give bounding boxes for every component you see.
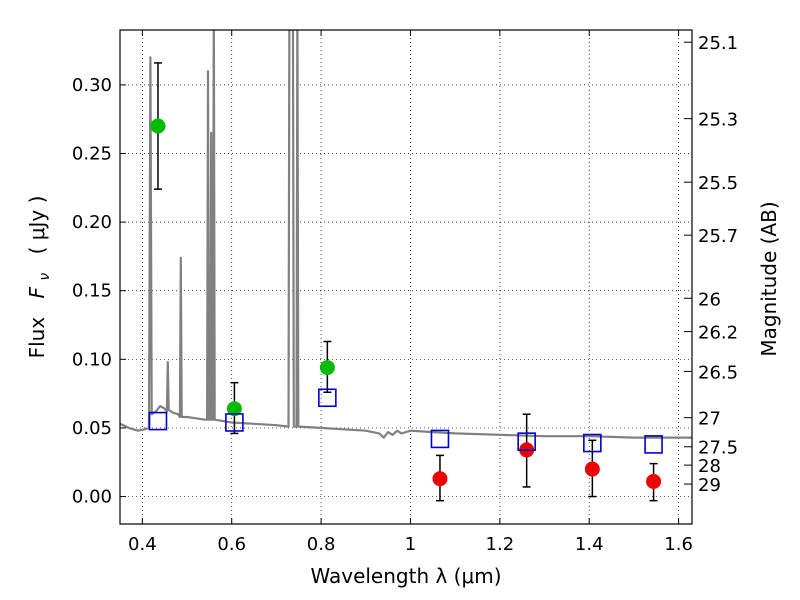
y-axis-title-symbol: F <box>25 286 49 298</box>
y2-tick-label: 28 <box>698 456 721 477</box>
y-tick-label: 0.15 <box>72 281 112 302</box>
tick-layer: 0.4 0.6 0.8 1 1.2 1.4 1.6 0.00 0.05 0.10 0.15 0.20 0… <box>72 30 738 555</box>
x-tick-label: 0.6 <box>217 534 246 555</box>
model-photometry-marker <box>583 433 602 453</box>
model-photometry-marker <box>430 429 450 449</box>
observed-flux-marker <box>150 118 166 134</box>
y-tick-label: 0.00 <box>72 487 112 508</box>
x-tick-label: 1.6 <box>664 534 693 555</box>
x-tick-label: 0.8 <box>307 534 336 555</box>
y-axis-title-unit: ( μJy ) <box>25 196 49 255</box>
x-axis-title: Wavelength λ (μm) <box>310 564 501 588</box>
model-photometry-marker <box>148 411 168 431</box>
y2-tick-label: 29 <box>698 475 721 496</box>
y2-tick-label: 25.5 <box>698 173 738 194</box>
x-tick-label: 0.4 <box>128 534 157 555</box>
y-tick-label: 0.25 <box>72 144 112 165</box>
y2-tick-label: 26.2 <box>698 323 738 344</box>
observed-flux-marker <box>432 471 448 487</box>
observed-flux-marker <box>226 401 242 417</box>
data-layer <box>120 30 692 502</box>
model-photometry-marker <box>644 435 663 454</box>
y2-tick-label: 26.5 <box>698 362 738 383</box>
y-tick-label: 0.20 <box>72 212 112 233</box>
y-tick-label: 0.05 <box>72 418 112 439</box>
x-tick-label: 1.4 <box>575 534 604 555</box>
model-photometry-marker <box>517 432 536 451</box>
observed-flux-marker <box>319 360 335 376</box>
model-spectrum-line <box>120 30 692 439</box>
y-tick-label: 0.10 <box>72 349 112 370</box>
y2-tick-label: 27 <box>698 409 721 430</box>
y2-tick-label: 27.5 <box>698 438 738 459</box>
grid-layer <box>120 30 692 524</box>
model-photometry-marker <box>225 413 244 432</box>
y-axis-title: Flux F ν ( μJy ) <box>25 196 54 359</box>
model-photometry-marker <box>318 388 337 408</box>
y2-tick-label: 25.7 <box>698 226 738 247</box>
observed-flux-marker <box>646 473 662 489</box>
y2-axis-title: Magnitude (AB) <box>757 201 781 356</box>
plot-frame <box>119 29 693 525</box>
y-tick-label: 0.30 <box>72 75 112 96</box>
y2-tick-label: 25.1 <box>698 33 738 54</box>
x-tick-label: 1 <box>405 534 416 555</box>
observed-flux-marker <box>584 461 600 477</box>
x-tick-label: 1.2 <box>486 534 515 555</box>
y-axis-title-word: Flux <box>25 317 49 359</box>
y2-tick-label: 26 <box>698 289 721 310</box>
y-axis-title-subscript: ν <box>37 273 53 281</box>
y2-tick-label: 25.3 <box>698 110 738 131</box>
